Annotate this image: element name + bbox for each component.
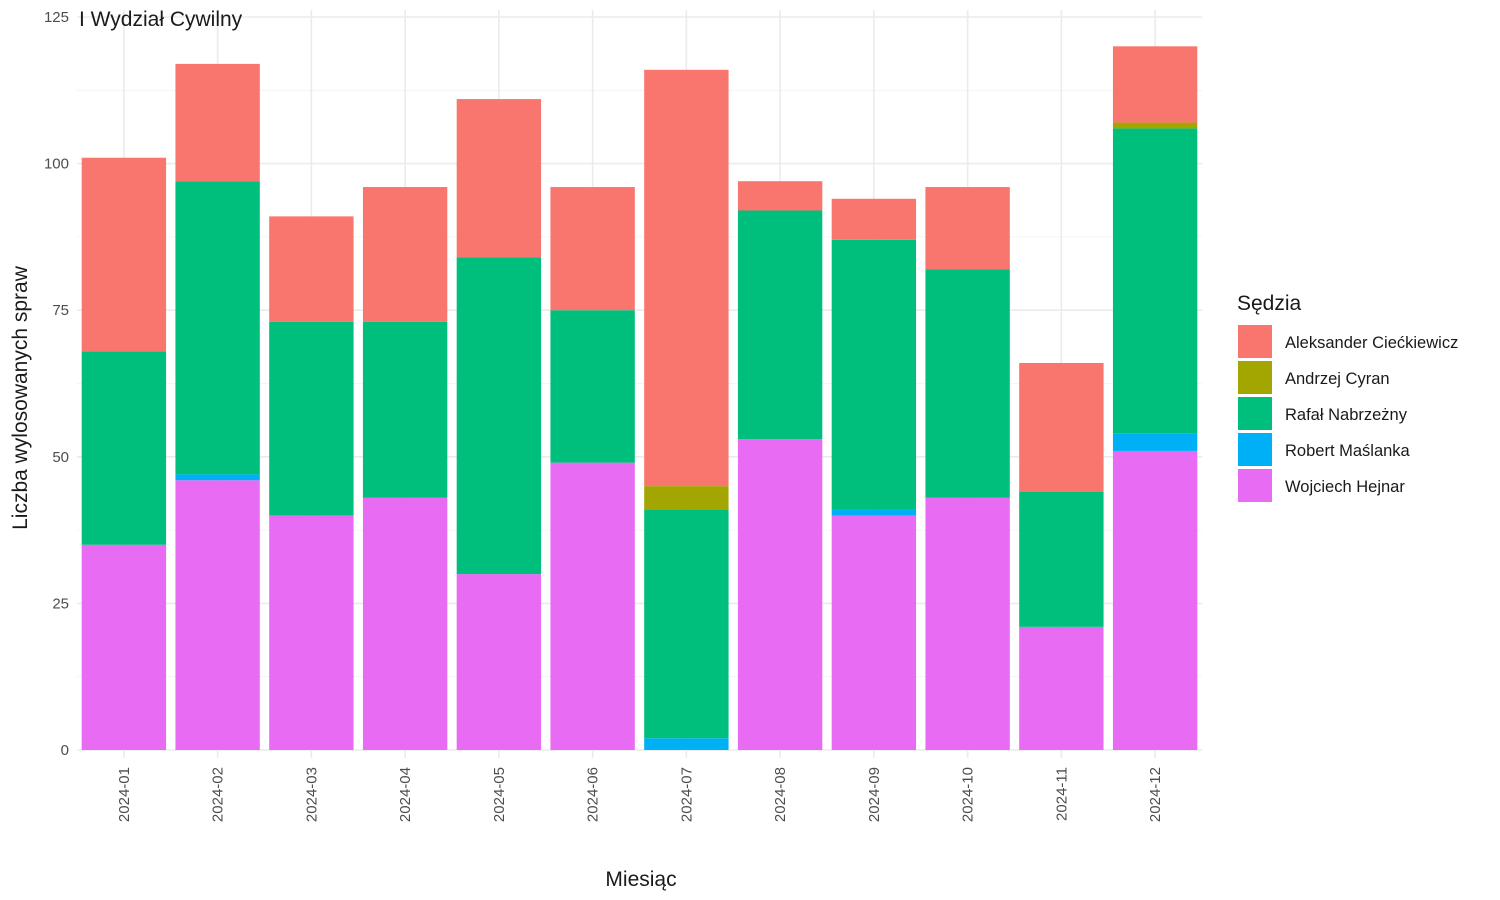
bar-segment-2024-12-wojciech-hejnar xyxy=(1112,450,1198,750)
bar-segment-2024-04-wojciech-hejnar xyxy=(362,497,448,750)
bar-segment-2024-03-wojciech-hejnar xyxy=(269,515,354,750)
bar-segment-2024-09-robert-maślanka xyxy=(831,509,917,516)
bar-segment-2024-12-robert-maślanka xyxy=(1112,433,1198,451)
x-axis-title: Miesiąc xyxy=(605,868,676,891)
bar-segment-2024-04-aleksander-ciećkiewicz xyxy=(362,187,448,322)
legend-key-andrzej-cyran xyxy=(1238,361,1272,394)
bar-segment-2024-11-wojciech-hejnar xyxy=(1019,626,1104,750)
bar-segment-2024-05-aleksander-ciećkiewicz xyxy=(456,99,542,258)
bar-segment-2024-06-aleksander-ciećkiewicz xyxy=(550,187,635,311)
bar-segment-2024-12-rafał-nabrzeżny xyxy=(1112,128,1198,434)
x-tick-label-2024-01: 2024-01 xyxy=(116,767,133,822)
x-tick-label-2024-05: 2024-05 xyxy=(491,767,508,822)
legend-title: Sędzia xyxy=(1237,292,1302,315)
bar-segment-2024-12-aleksander-ciećkiewicz xyxy=(1112,46,1198,123)
bar-segment-2024-01-aleksander-ciećkiewicz xyxy=(81,157,167,352)
x-tick-label-2024-03: 2024-03 xyxy=(303,767,320,822)
bar-segment-2024-09-rafał-nabrzeżny xyxy=(831,239,917,510)
x-tick-label-2024-12: 2024-12 xyxy=(1147,767,1164,822)
x-tick-label-2024-09: 2024-09 xyxy=(866,767,883,822)
legend-label-robert-maślanka: Robert Maślanka xyxy=(1285,442,1411,460)
y-tick-label-4: 100 xyxy=(44,156,69,173)
bar-segment-2024-02-robert-maślanka xyxy=(175,474,260,481)
legend-key-aleksander-ciećkiewicz xyxy=(1238,325,1272,358)
bar-segment-2024-05-rafał-nabrzeżny xyxy=(456,257,542,575)
legend-key-wojciech-hejnar xyxy=(1238,469,1272,502)
bar-segment-2024-08-rafał-nabrzeżny xyxy=(737,210,823,440)
x-axis-ticks: 2024-01 2024-02 2024-03 2024-04 2024-05 2024-… xyxy=(116,767,1164,822)
y-tick-label-3: 75 xyxy=(52,302,69,319)
bar-segment-2024-05-wojciech-hejnar xyxy=(456,574,542,750)
x-tick-label-2024-07: 2024-07 xyxy=(678,767,695,822)
bar-segment-2024-08-aleksander-ciećkiewicz xyxy=(737,181,823,211)
bar-segment-2024-04-rafał-nabrzeżny xyxy=(362,321,448,498)
legend-key-robert-maślanka xyxy=(1238,433,1272,466)
legend-label-andrzej-cyran: Andrzej Cyran xyxy=(1285,370,1390,388)
bar-segment-2024-07-robert-maślanka xyxy=(644,738,729,750)
x-tick-label-2024-06: 2024-06 xyxy=(585,767,602,822)
x-tick-label-2024-08: 2024-08 xyxy=(772,767,789,822)
x-tick-label-2024-02: 2024-02 xyxy=(210,767,227,822)
y-tick-label-5: 125 xyxy=(44,9,69,26)
legend: Sędzia Aleksander Ciećkiewicz Andrzej Cyr… xyxy=(1237,292,1458,502)
bar-segment-2024-09-wojciech-hejnar xyxy=(831,515,917,750)
bar-segment-2024-10-wojciech-hejnar xyxy=(925,497,1010,750)
bar-segment-2024-10-rafał-nabrzeżny xyxy=(925,269,1010,498)
bar-segment-2024-06-wojciech-hejnar xyxy=(550,462,635,750)
chart-title: I Wydział Cywilny xyxy=(79,8,243,31)
y-tick-label-1: 25 xyxy=(52,595,69,612)
legend-label-wojciech-hejnar: Wojciech Hejnar xyxy=(1285,478,1405,496)
y-tick-label-0: 0 xyxy=(61,742,69,759)
bar-segment-2024-02-rafał-nabrzeżny xyxy=(175,181,260,475)
bar-segment-2024-03-aleksander-ciećkiewicz xyxy=(269,216,354,322)
legend-label-rafał-nabrzeżny: Rafał Nabrzeżny xyxy=(1285,406,1408,424)
bar-segment-2024-02-aleksander-ciećkiewicz xyxy=(175,63,260,182)
bar-segment-2024-08-wojciech-hejnar xyxy=(737,439,823,750)
x-tick-label-2024-10: 2024-10 xyxy=(960,767,977,822)
bar-segment-2024-07-aleksander-ciećkiewicz xyxy=(644,69,729,487)
bar-segment-2024-11-rafał-nabrzeżny xyxy=(1019,491,1104,627)
bar-segment-2024-01-rafał-nabrzeżny xyxy=(81,351,167,545)
bar-segment-2024-07-andrzej-cyran xyxy=(644,486,729,510)
x-tick-label-2024-11: 2024-11 xyxy=(1053,767,1070,821)
bar-segment-2024-01-wojciech-hejnar xyxy=(81,544,167,750)
bar-segment-2024-10-aleksander-ciećkiewicz xyxy=(925,187,1010,270)
bar-segment-2024-09-aleksander-ciećkiewicz xyxy=(831,198,917,240)
bar-segment-2024-02-wojciech-hejnar xyxy=(175,480,260,750)
y-tick-label-2: 50 xyxy=(52,449,69,466)
bar-segment-2024-11-aleksander-ciećkiewicz xyxy=(1019,362,1104,492)
bar-segment-2024-03-rafał-nabrzeżny xyxy=(269,321,354,516)
bar-segment-2024-12-andrzej-cyran xyxy=(1112,122,1198,129)
y-axis-ticks: 0 25 50 75 100 125 xyxy=(44,9,69,759)
y-axis-title: Liczba wylosowanych spraw xyxy=(9,265,32,530)
bar-segment-2024-07-rafał-nabrzeżny xyxy=(644,509,729,739)
legend-key-rafał-nabrzeżny xyxy=(1238,397,1272,430)
bar-segment-2024-06-rafał-nabrzeżny xyxy=(550,310,635,463)
x-tick-label-2024-04: 2024-04 xyxy=(397,767,414,822)
bars xyxy=(81,46,1198,750)
legend-label-aleksander-ciećkiewicz: Aleksander Ciećkiewicz xyxy=(1285,334,1458,352)
